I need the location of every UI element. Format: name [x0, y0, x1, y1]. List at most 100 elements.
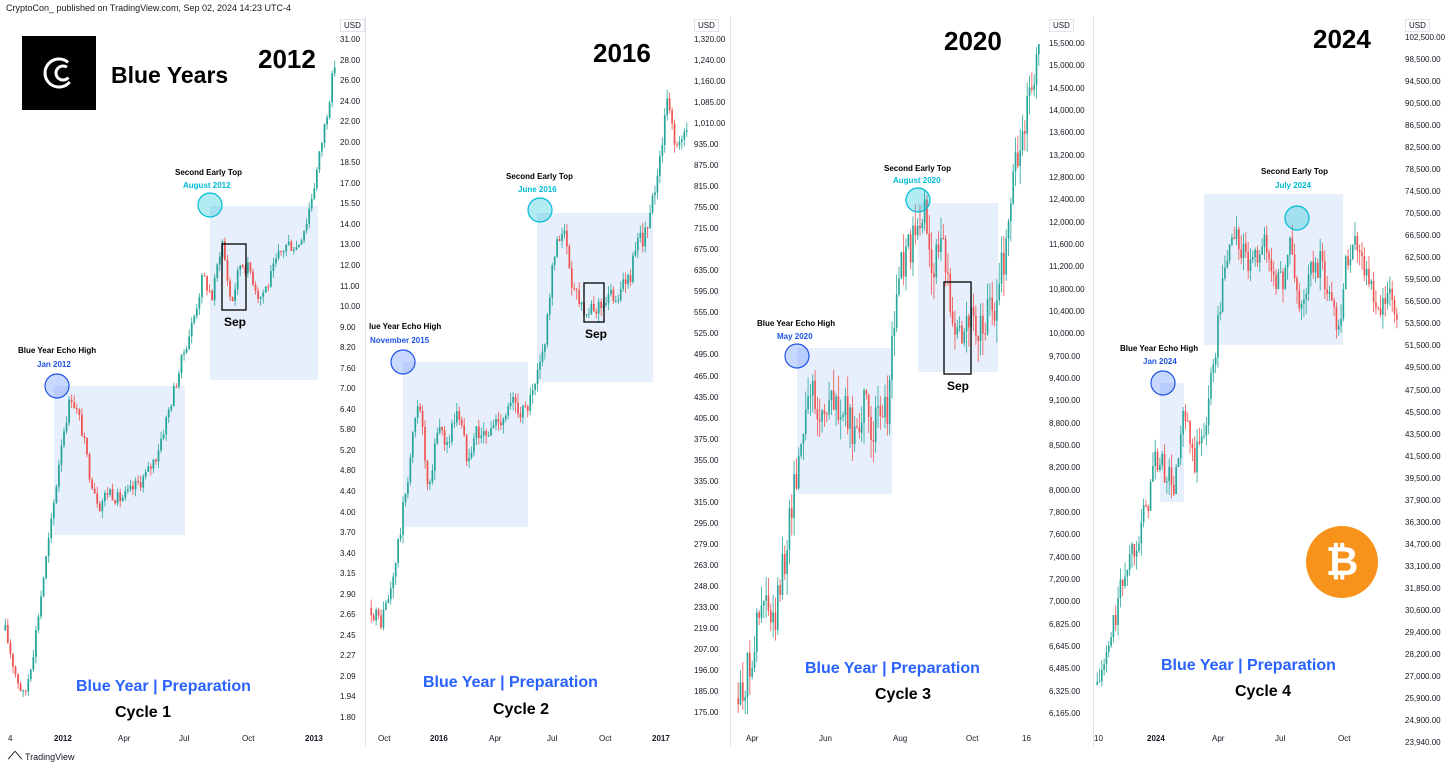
candle-body	[975, 315, 977, 336]
candle-body	[821, 410, 823, 422]
candle-body	[755, 612, 758, 653]
candle-body	[1379, 308, 1382, 315]
cycle-label: Cycle 2	[493, 701, 550, 718]
candle-body	[372, 615, 375, 621]
candle-body	[448, 441, 451, 443]
candle-body	[1277, 272, 1280, 290]
candle-body	[872, 439, 875, 442]
candle-body	[661, 145, 664, 156]
price-tick-label: 675.00	[694, 245, 719, 255]
price-tick-label: 6,165.00	[1049, 709, 1081, 718]
candle-body	[1251, 257, 1254, 260]
candle-body	[315, 169, 318, 189]
price-tick-label: 233.00	[694, 602, 719, 612]
price-tick-label: 11,600.00	[1049, 240, 1084, 249]
candle-body	[681, 139, 683, 142]
candle-body	[114, 500, 116, 504]
price-tick-label: 14,500.00	[1049, 83, 1085, 93]
price-tick-label: 1.94	[340, 692, 356, 702]
candle-body	[961, 325, 963, 344]
early-top-date: August 2012	[183, 181, 231, 190]
early-top-circle	[197, 192, 223, 218]
candle-body	[160, 438, 162, 451]
price-tick-label: 6,485.00	[1049, 664, 1081, 674]
candle-body	[891, 336, 893, 381]
candle-body	[1117, 598, 1119, 626]
candle-body	[832, 390, 835, 410]
price-tick-label: 8,200.00	[1049, 463, 1081, 473]
echo-high-range-box	[54, 386, 185, 535]
price-tick-label: 279.00	[694, 539, 719, 549]
price-tick-label: 15.50	[340, 199, 361, 209]
price-tick-label: 12,000.00	[1049, 217, 1085, 227]
candle-body	[188, 336, 191, 350]
candle-body	[809, 395, 812, 397]
candle-body	[267, 286, 270, 288]
candle-body	[923, 199, 926, 224]
candle-body	[856, 426, 858, 428]
price-tick-label: 4.00	[340, 507, 356, 517]
footer-brand: TradingView	[25, 751, 75, 762]
candle-body	[536, 369, 539, 385]
early-top-date: August 2020	[893, 176, 941, 185]
price-tick-label: 7.00	[340, 384, 356, 394]
candle-body	[739, 682, 742, 705]
brand-title: Blue Years	[111, 62, 229, 88]
candle-body	[239, 265, 242, 271]
candle-body	[385, 603, 387, 610]
price-tick-label: 7,000.00	[1049, 597, 1081, 607]
echo-high-circle	[784, 343, 810, 369]
candle-body	[414, 417, 417, 433]
echo-high-label: Blue Year Echo High	[18, 346, 97, 355]
candle-body	[1177, 458, 1180, 467]
candle-body	[624, 279, 627, 285]
candle-body	[1142, 505, 1145, 523]
candle-body	[568, 246, 571, 269]
candle-body	[438, 426, 441, 433]
candle-body	[534, 384, 536, 390]
candle-body	[1205, 425, 1208, 436]
candle-body	[1024, 131, 1026, 134]
candle-body	[180, 354, 183, 374]
candle-body	[111, 489, 114, 501]
candle-body	[546, 314, 549, 345]
candle-body	[989, 297, 991, 300]
echo-high-date: November 2015	[370, 336, 430, 345]
candle-body	[1303, 299, 1305, 304]
echo-high-label: lue Year Echo High	[369, 322, 442, 331]
candle-body	[473, 437, 475, 453]
price-tick-label: 31.00	[340, 35, 361, 44]
candle-body	[790, 508, 793, 518]
price-tick-label: 207.00	[694, 644, 719, 654]
price-tick-label: 755.00	[694, 203, 719, 213]
candle-body	[1124, 576, 1126, 587]
candle-body	[193, 316, 196, 323]
early-top-label: Second Early Top	[506, 172, 573, 181]
candle-body	[742, 682, 744, 701]
candle-body	[1128, 554, 1131, 570]
cycle-label: Cycle 3	[875, 686, 932, 703]
candle-body	[968, 316, 970, 328]
price-tick-label: 25,900.00	[1405, 693, 1441, 703]
candle-body	[1249, 259, 1252, 271]
footer: ⟋⟍ TradingView	[8, 751, 75, 762]
year-title: 2024	[1313, 24, 1371, 54]
early-top-circle	[905, 187, 931, 213]
candle-body	[380, 615, 382, 628]
candle-body	[1135, 550, 1138, 557]
candle-body	[930, 249, 933, 274]
candle-body	[758, 612, 760, 619]
candle-body	[531, 389, 534, 395]
candle-body	[1305, 293, 1308, 300]
price-tick-label: 315.00	[694, 497, 719, 507]
price-tick-label: 4.40	[340, 487, 356, 496]
price-tick-label: 10.00	[340, 302, 361, 312]
candle-body	[993, 310, 996, 321]
candle-body	[1326, 289, 1328, 294]
candle-body	[570, 268, 573, 288]
candle-body	[1196, 441, 1198, 473]
